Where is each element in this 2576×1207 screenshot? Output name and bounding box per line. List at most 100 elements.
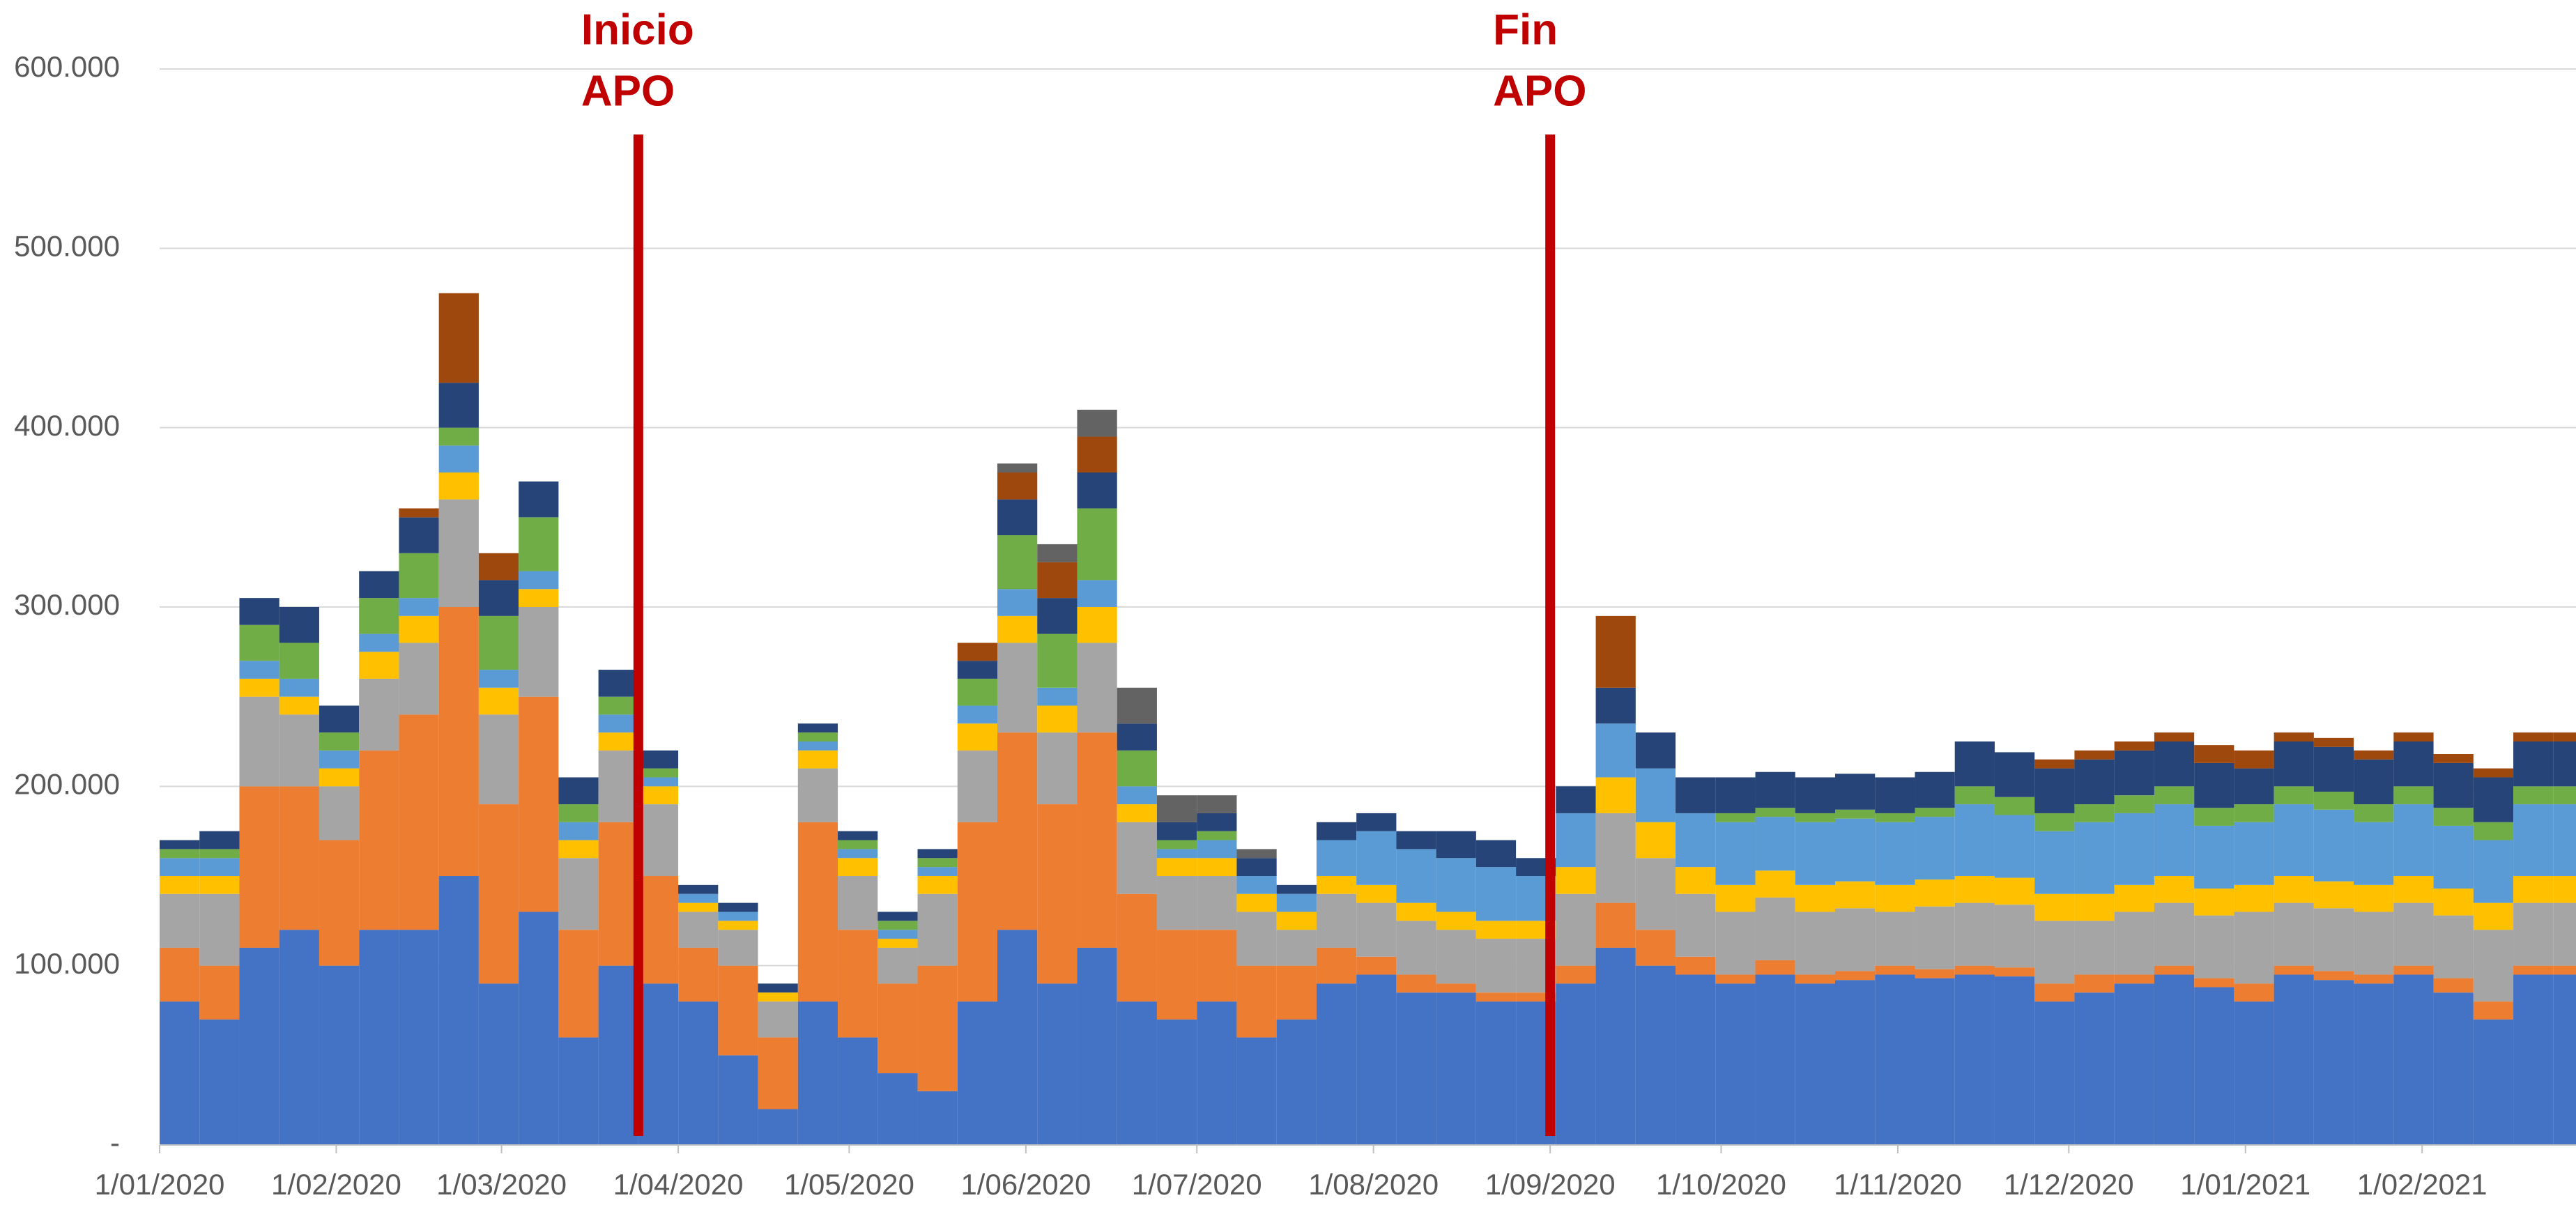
- bar-segment: [359, 678, 399, 751]
- bar-segment: [718, 930, 758, 966]
- bar-segment: [2313, 971, 2354, 981]
- bar-segment: [1436, 912, 1476, 930]
- bar-segment: [399, 930, 439, 1145]
- bar-segment: [2433, 825, 2474, 889]
- bar-segment: [519, 481, 559, 518]
- bar-segment: [2034, 983, 2075, 1002]
- bar-segment: [1676, 956, 1716, 975]
- x-tick-label: 1/08/2020: [1308, 1168, 1439, 1201]
- bar-segment: [2274, 732, 2314, 741]
- bar-segment: [199, 876, 240, 894]
- bar-segment: [797, 732, 838, 741]
- bar-segment: [519, 571, 559, 590]
- bar-segment: [199, 849, 240, 859]
- bar-segment: [718, 902, 758, 912]
- bar-segment: [2354, 912, 2394, 975]
- bar-segment: [1835, 881, 1876, 909]
- bar-segment: [558, 840, 599, 859]
- bar-segment: [199, 965, 240, 1020]
- bar-segment: [598, 965, 638, 1145]
- bar-segment: [399, 643, 439, 715]
- bar-segment: [2114, 795, 2154, 813]
- bar-segment: [1994, 815, 2035, 878]
- bar-segment: [160, 876, 200, 894]
- bar-segment: [558, 858, 599, 930]
- bar-segment: [1396, 849, 1436, 903]
- bar-segment: [638, 768, 679, 778]
- bar-segment: [718, 912, 758, 921]
- bar-segment: [1436, 930, 1476, 984]
- bar-segment: [1556, 867, 1596, 894]
- bar-segment: [2154, 902, 2195, 966]
- bar-segment: [160, 947, 200, 1002]
- bar-segment: [1396, 992, 1436, 1145]
- bar-segment: [678, 912, 719, 948]
- bar-segment: [2274, 974, 2314, 1145]
- bar-segment: [1037, 633, 1078, 688]
- y-tick-label: 100.000: [14, 947, 120, 980]
- bar-segment: [2393, 902, 2434, 966]
- bar-segment: [1316, 983, 1357, 1145]
- bar-segment: [917, 849, 958, 859]
- bar-segment: [1156, 858, 1197, 876]
- bar-segment: [1396, 921, 1436, 975]
- bar-segment: [199, 893, 240, 966]
- bar-segment: [2074, 759, 2115, 805]
- bar-segment: [1077, 643, 1117, 733]
- bar-segment: [1915, 978, 1955, 1145]
- x-tick-label: 1/12/2020: [2004, 1168, 2134, 1201]
- bar-segment: [2154, 786, 2195, 805]
- bar-segment: [239, 947, 279, 1145]
- bar-segment: [1595, 947, 1636, 1145]
- bar-segment: [1356, 831, 1397, 885]
- bar-segment: [718, 1055, 758, 1145]
- bar-segment: [2393, 804, 2434, 876]
- bar-segment: [997, 472, 1038, 500]
- bar-segment: [1915, 969, 1955, 978]
- bar-segment: [2234, 804, 2274, 822]
- bar-segment: [438, 472, 479, 500]
- bar-segment: [1197, 858, 1237, 876]
- bar-segment: [1156, 930, 1197, 1020]
- bar-segment: [1994, 967, 2035, 977]
- bar-segment: [1077, 732, 1117, 948]
- bar-segment: [838, 1037, 878, 1145]
- bar-segment: [2313, 792, 2354, 810]
- bar-segment: [917, 867, 958, 876]
- bar-segment: [438, 427, 479, 446]
- bar-segment: [438, 876, 479, 1145]
- bar-segment: [2074, 974, 2115, 993]
- bar-segment: [438, 607, 479, 876]
- bar-segment: [1156, 849, 1197, 859]
- bar-segment: [1595, 902, 1636, 948]
- bar-segment: [1236, 1037, 1277, 1145]
- bar-segment: [2114, 884, 2154, 912]
- bar-segment: [1117, 804, 1157, 822]
- bar-segment: [957, 661, 998, 679]
- bar-segment: [1875, 813, 1915, 822]
- bar-segment: [558, 1037, 599, 1145]
- bar-segment: [319, 965, 360, 1145]
- bar-segment: [1556, 983, 1596, 1145]
- bar-segment: [758, 1001, 798, 1038]
- bar-segment: [1077, 472, 1117, 509]
- y-tick-label: 500.000: [14, 229, 120, 262]
- bar-segment: [438, 499, 479, 607]
- bar-segment: [2194, 808, 2234, 826]
- bar-segment: [997, 930, 1038, 1145]
- bar-segment: [1755, 771, 1795, 808]
- bar-segment: [1915, 808, 1955, 817]
- bar-segment: [638, 876, 679, 984]
- bar-segment: [1117, 822, 1157, 894]
- bar-segment: [2513, 974, 2554, 1145]
- bar-segment: [160, 840, 200, 849]
- bar-segment: [1276, 1019, 1317, 1145]
- x-tick-label: 1/04/2020: [613, 1168, 744, 1201]
- bar-segment: [1875, 884, 1915, 912]
- bar-segment: [997, 589, 1038, 616]
- bar-segment: [718, 965, 758, 1056]
- bar-segment: [1635, 768, 1676, 822]
- bar-segment: [2433, 754, 2474, 763]
- bar-segment: [2194, 915, 2234, 978]
- bar-segment: [359, 652, 399, 679]
